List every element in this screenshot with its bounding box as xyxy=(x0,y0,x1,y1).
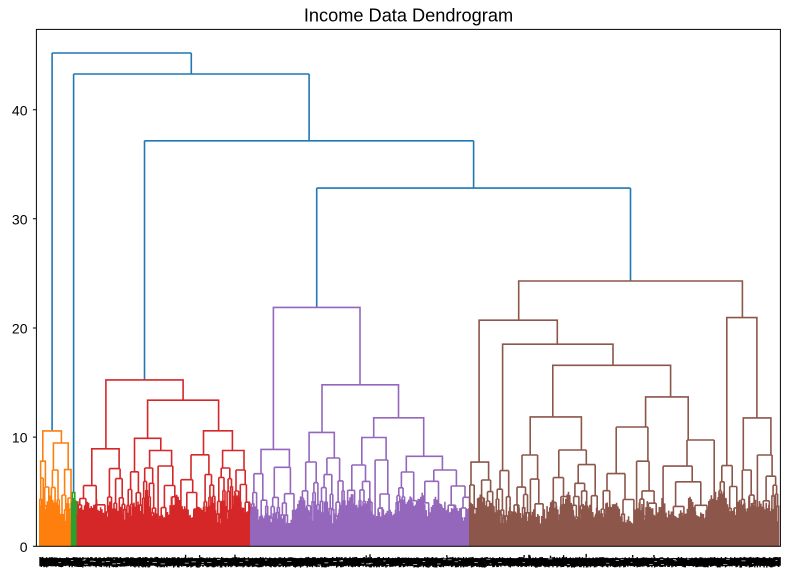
svg-text:20: 20 xyxy=(12,321,28,337)
svg-text:30: 30 xyxy=(12,211,28,227)
svg-text:10: 10 xyxy=(12,430,28,446)
svg-text:40: 40 xyxy=(12,102,28,118)
svg-text:0: 0 xyxy=(20,539,28,555)
svg-text:Income Data Dendrogram: Income Data Dendrogram xyxy=(304,6,513,26)
